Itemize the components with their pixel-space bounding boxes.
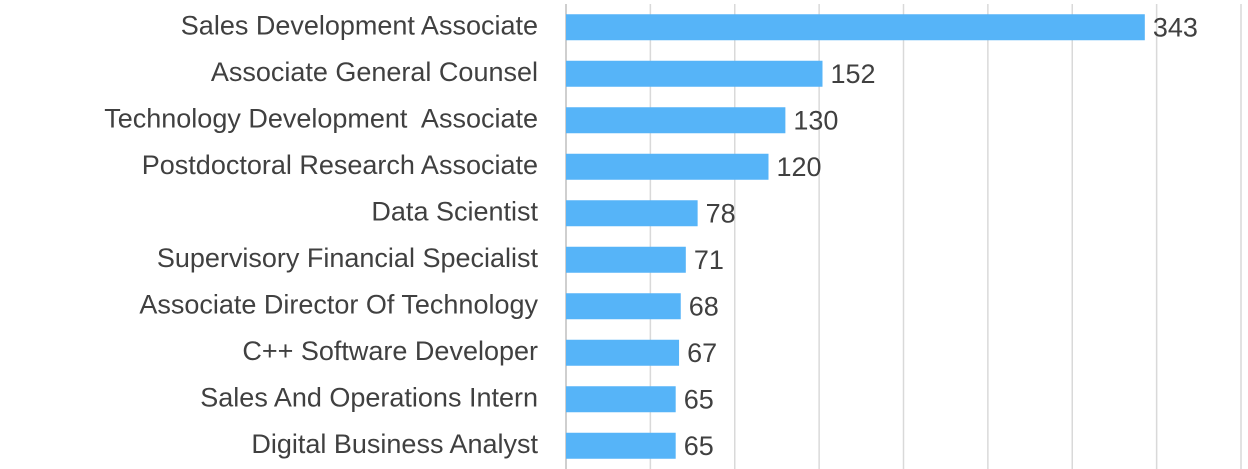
y-tick-label: Associate General Counsel: [211, 57, 538, 87]
y-tick-label: Sales And Operations Intern: [200, 382, 538, 412]
bar: [566, 107, 786, 134]
y-tick-label: Associate Director Of Technology: [139, 289, 538, 319]
bar: [566, 14, 1145, 41]
value-label: 67: [687, 338, 717, 368]
bar: [566, 432, 676, 459]
value-label: 130: [793, 105, 838, 135]
y-tick-label: Postdoctoral Research Associate: [142, 150, 538, 180]
value-label: 65: [684, 431, 714, 461]
y-tick-label: Data Scientist: [371, 196, 538, 226]
value-label: 152: [831, 59, 876, 89]
bar: [566, 339, 680, 366]
y-tick-label: C++ Software Developer: [242, 336, 538, 366]
bar: [566, 153, 769, 180]
bar: [566, 200, 698, 227]
value-label: 120: [777, 152, 822, 182]
y-tick-label: Sales Development Associate: [181, 10, 538, 40]
value-label: 65: [684, 384, 714, 414]
y-tick-label: Digital Business Analyst: [251, 429, 538, 459]
value-label: 68: [689, 291, 719, 321]
value-label: 343: [1153, 12, 1198, 42]
bar: [566, 60, 823, 87]
value-label: 78: [706, 198, 736, 228]
y-tick-label: Technology Development Associate: [104, 103, 538, 133]
value-label: 71: [694, 245, 724, 275]
bar: [566, 386, 676, 413]
bar: [566, 246, 686, 273]
bar: [566, 293, 681, 320]
y-tick-label: Supervisory Financial Specialist: [157, 243, 539, 273]
